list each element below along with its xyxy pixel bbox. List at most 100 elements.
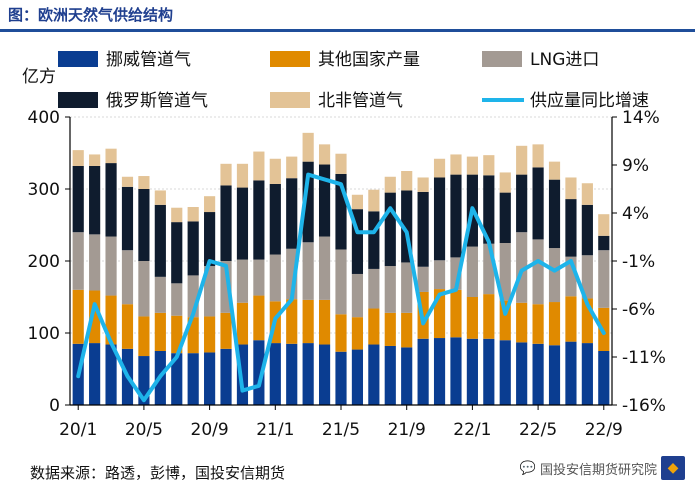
y-tick-label: 300 — [28, 180, 60, 200]
bar-lng — [450, 257, 462, 290]
bar-russia — [598, 235, 610, 251]
legend-swatch-lng — [482, 51, 522, 67]
bar-russia — [302, 161, 314, 243]
bar-northafrica — [466, 156, 478, 175]
source-note: 数据来源：路透，彭博，国投安信期货 — [30, 464, 286, 482]
bar-norway — [598, 351, 610, 405]
chart-title: 图：欧洲天然气供给结构 — [8, 6, 174, 24]
bar-russia — [516, 174, 528, 233]
bar-northafrica — [581, 183, 593, 205]
bar-norway — [351, 349, 364, 405]
bar-northafrica — [318, 144, 331, 165]
bar-norway — [516, 342, 528, 405]
bar-norway — [565, 341, 577, 405]
bar-other — [351, 317, 364, 350]
bar-russia — [548, 179, 561, 249]
bar-northafrica — [401, 171, 413, 191]
bar-lng — [417, 266, 429, 292]
bar-lng — [548, 248, 561, 303]
bar-russia — [417, 191, 429, 267]
bar-northafrica — [220, 163, 232, 186]
bar-northafrica — [368, 189, 380, 212]
bar-norway — [269, 343, 281, 405]
bar-russia — [499, 192, 511, 243]
bar-other — [532, 304, 544, 344]
sdic-logo-icon: ◆ — [661, 456, 685, 480]
bar-norway — [433, 338, 446, 405]
bar-russia — [532, 167, 544, 240]
bar-norway — [187, 353, 199, 405]
bar-russia — [286, 178, 298, 249]
bar-russia — [105, 163, 117, 237]
bar-northafrica — [171, 207, 183, 223]
watermark: 💬 国投安信期货研究院 ◆ — [520, 456, 685, 480]
x-tick-label: 20/5 — [125, 420, 163, 440]
bar-northafrica — [548, 161, 561, 180]
bar-northafrica — [302, 132, 314, 162]
bar-norway — [466, 338, 478, 405]
y2-tick-label: 9% — [622, 156, 649, 176]
bar-norway — [581, 343, 593, 405]
bar-lng — [220, 261, 232, 313]
bar-northafrica — [532, 144, 544, 168]
legend-label-growth: 供应量同比增速 — [530, 91, 649, 111]
bar-russia — [433, 177, 446, 261]
bar-russia — [401, 190, 413, 263]
bar-russia — [368, 211, 380, 269]
bar-other — [466, 297, 478, 339]
bar-other — [368, 308, 380, 345]
bar-lng — [204, 266, 216, 317]
stacked-bar-line-chart: 0 100 200 300 400 -16% -11% -6% -1% 4% 9% 14% 亿方 20/1… — [22, 50, 666, 440]
bar-other — [138, 316, 150, 357]
bar-other — [187, 317, 199, 354]
bar-northafrica — [499, 172, 511, 193]
bar-russia — [154, 204, 166, 277]
bar-russia — [384, 192, 396, 267]
x-tick-label: 21/5 — [322, 420, 360, 440]
y2-tick-label: -6% — [622, 300, 655, 320]
bar-northafrica — [72, 150, 84, 166]
bar-russia — [450, 174, 462, 258]
bar-northafrica — [121, 176, 134, 187]
legend-swatch-other — [270, 51, 310, 67]
y-tick-label: 200 — [28, 252, 60, 272]
bar-other — [154, 312, 166, 351]
bar-lng — [236, 259, 249, 303]
bar-northafrica — [187, 207, 199, 222]
y-axis-unit: 亿方 — [22, 67, 56, 87]
bar-northafrica — [204, 196, 216, 213]
bar-lng — [433, 260, 446, 290]
title-divider — [0, 29, 695, 32]
bar-russia — [253, 180, 265, 260]
bar-northafrica — [154, 190, 166, 205]
bar-other — [384, 312, 396, 346]
legend-swatch-norway — [58, 51, 98, 67]
bar-northafrica — [351, 194, 364, 210]
bar-other — [253, 295, 265, 341]
legend-swatch-russia — [58, 92, 98, 108]
bar-norway — [384, 345, 396, 405]
bar-lng — [598, 250, 610, 308]
bar-russia — [236, 187, 249, 260]
bar-lng — [466, 246, 478, 297]
bar-other — [516, 302, 528, 343]
bar-other — [565, 296, 577, 342]
bar-other — [401, 312, 413, 348]
bar-lng — [401, 262, 413, 313]
legend-label-northafrica: 北非管道气 — [318, 91, 403, 111]
bar-norway — [89, 343, 101, 405]
watermark-text: 国投安信期货研究院 — [539, 462, 657, 478]
y-tick-label: 400 — [28, 108, 60, 128]
bar-russia — [138, 189, 150, 261]
bar-other — [286, 299, 298, 344]
legend-label-russia: 俄罗斯管道气 — [106, 91, 208, 111]
bar-norway — [483, 338, 495, 405]
bar-russia — [171, 222, 183, 284]
bar-lng — [499, 243, 511, 301]
bar-northafrica — [89, 154, 101, 166]
y2-tick-label: 14% — [622, 108, 660, 128]
x-tick-label: 21/1 — [256, 420, 294, 440]
bar-northafrica — [236, 163, 249, 188]
bar-other — [204, 316, 216, 353]
x-tick-label: 22/1 — [453, 420, 491, 440]
